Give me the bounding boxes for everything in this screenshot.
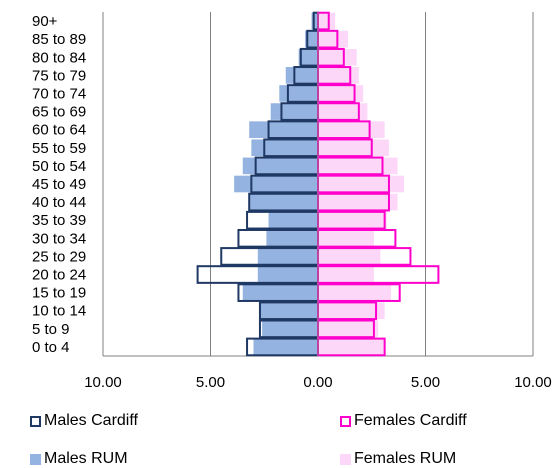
bar-females-rum [318, 320, 379, 338]
y-tick-label: 15 to 19 [32, 285, 86, 302]
bar-females-rum [318, 139, 389, 157]
legend-males-cardiff: Males Cardiff [30, 412, 138, 430]
bar-females-rum [318, 85, 364, 102]
bar-males-rum [311, 12, 318, 30]
bar-females-rum [318, 229, 374, 247]
legend-swatch-females-rum [340, 453, 351, 465]
legend-label-males-rum: Males RUM [44, 450, 128, 467]
y-tick-label: 0 to 4 [32, 339, 70, 356]
legend-swatch-males-cardiff [30, 415, 41, 427]
bar-males-rum [249, 193, 318, 211]
bar-females-rum [318, 67, 359, 84]
y-tick-label: 25 to 29 [32, 248, 86, 265]
y-tick-label: 10 to 14 [32, 303, 86, 320]
rum-bars [234, 12, 404, 356]
bar-males-rum [251, 139, 318, 157]
bar-males-rum [305, 30, 318, 48]
legend-swatch-females-cardiff [340, 415, 351, 427]
bar-males-rum [257, 266, 318, 283]
legend-females-cardiff: Females Cardiff [340, 412, 467, 430]
bar-males-rum [249, 121, 318, 139]
legend-males-rum: Males RUM [30, 450, 128, 468]
x-tick-label: 10.00 [84, 374, 122, 391]
y-tick-label: 65 to 69 [32, 104, 86, 121]
y-tick-label: 50 to 54 [32, 158, 86, 175]
bar-females-rum [318, 211, 387, 229]
bar-females-rum [318, 30, 349, 48]
bar-females-rum [318, 157, 398, 175]
y-tick-label: 5 to 9 [32, 321, 70, 338]
bar-females-rum [318, 302, 385, 320]
y-tick-label: 35 to 39 [32, 212, 86, 229]
bar-males-rum [234, 175, 318, 193]
bar-males-rum [253, 338, 318, 356]
y-tick-label: 60 to 64 [32, 122, 86, 139]
x-tick-label: 5.00 [411, 374, 440, 391]
bar-females-rum [318, 284, 392, 301]
x-tick-label: 0.00 [303, 374, 332, 391]
bar-males-rum [279, 85, 318, 102]
bar-males-rum [298, 48, 318, 66]
bar-females-rum [318, 338, 385, 356]
y-tick-label: 20 to 24 [32, 267, 86, 284]
y-tick-label: 45 to 49 [32, 176, 86, 193]
bar-females-rum [318, 248, 381, 265]
legend-females-rum: Females RUM [340, 450, 456, 468]
bar-males-rum [259, 302, 318, 320]
bar-females-rum [318, 12, 336, 30]
y-tick-label: 80 to 84 [32, 49, 86, 66]
legend-label-females-rum: Females RUM [354, 450, 457, 467]
bar-males-rum [266, 229, 318, 247]
legend-label-males-cardiff: Males Cardiff [44, 412, 138, 429]
bar-males-rum [242, 157, 318, 175]
y-tick-label: 70 to 74 [32, 85, 86, 102]
bar-males-rum [268, 211, 318, 229]
y-tick-label: 55 to 59 [32, 140, 86, 157]
y-tick-label: 40 to 44 [32, 194, 86, 211]
bar-females-rum [318, 193, 398, 211]
y-tick-label: 75 to 79 [32, 67, 86, 84]
y-tick-label: 90+ [32, 13, 58, 30]
bar-females-rum [318, 266, 374, 283]
y-tick-label: 30 to 34 [32, 230, 86, 247]
bar-males-rum [242, 284, 318, 301]
bar-males-rum [285, 67, 318, 84]
bar-males-rum [270, 103, 318, 120]
bar-females-rum [318, 175, 404, 193]
x-axis-labels: 10.00 5.00 0.00 5.00 10.00 [84, 374, 552, 391]
legend-swatch-males-rum [30, 453, 41, 465]
bar-females-rum [318, 121, 385, 139]
bar-males-rum [262, 320, 318, 338]
bar-females-rum [318, 103, 368, 120]
x-tick-label: 5.00 [196, 374, 225, 391]
x-tick-label: 10.00 [514, 374, 552, 391]
bar-males-rum [257, 248, 318, 265]
y-tick-label: 85 to 89 [32, 31, 86, 48]
legend-label-females-cardiff: Females Cardiff [354, 412, 467, 429]
bar-females-rum [318, 48, 357, 66]
